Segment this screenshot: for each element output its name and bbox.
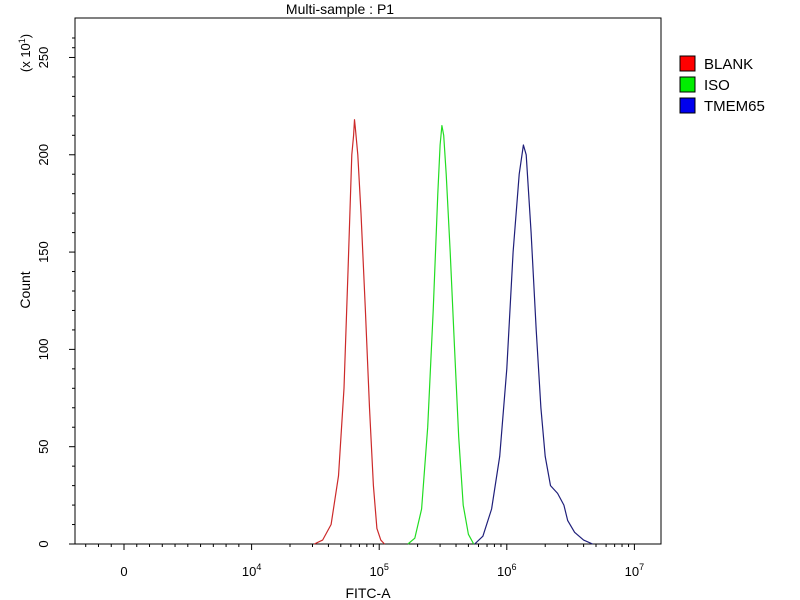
chart-title: Multi-sample : P1 bbox=[286, 1, 394, 17]
plot-frame bbox=[74, 17, 662, 545]
y-multiplier-label: (x 101) bbox=[17, 34, 33, 72]
x-axis-label: FITC-A bbox=[345, 585, 391, 600]
y-tick-label: 250 bbox=[36, 47, 51, 69]
y-tick-label: 200 bbox=[36, 144, 51, 166]
x-tick-label: 107 bbox=[625, 562, 644, 579]
legend-swatch-blank bbox=[679, 55, 696, 72]
y-axis: 0 50 100 150 200 250 bbox=[36, 37, 75, 548]
series-line-tmem65 bbox=[474, 144, 593, 545]
x-tick-label: 105 bbox=[369, 562, 388, 579]
y-axis-label: Count bbox=[17, 271, 33, 308]
series-line-blank bbox=[314, 119, 385, 545]
y-tick-label: 150 bbox=[36, 241, 51, 263]
legend-label-blank: BLANK bbox=[704, 56, 753, 73]
x-tick-label: 0 bbox=[120, 564, 127, 579]
y-tick-label: 0 bbox=[36, 540, 51, 547]
legend-swatch-iso bbox=[679, 76, 696, 93]
y-multiplier-suffix: ) bbox=[18, 34, 33, 38]
legend-label-tmem65: TMEM65 bbox=[704, 98, 765, 115]
legend-label-iso: ISO bbox=[704, 77, 730, 94]
x-tick-label: 104 bbox=[242, 562, 261, 579]
x-tick-label: 106 bbox=[497, 562, 516, 579]
legend: BLANK ISO TMEM65 bbox=[679, 55, 765, 115]
series-line-iso bbox=[407, 125, 475, 545]
series-layer bbox=[314, 119, 593, 545]
y-multiplier-exp: 1 bbox=[17, 38, 27, 43]
y-tick-label: 50 bbox=[36, 439, 51, 453]
y-tick-label: 100 bbox=[36, 339, 51, 361]
x-axis: 0 104 105 106 107 bbox=[85, 544, 644, 579]
legend-swatch-tmem65 bbox=[679, 97, 696, 114]
y-multiplier-prefix: (x 10 bbox=[18, 43, 33, 72]
